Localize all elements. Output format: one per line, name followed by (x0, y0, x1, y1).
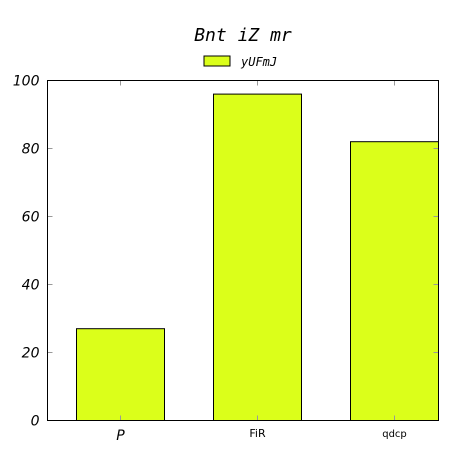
bars-layer (76, 93, 439, 422)
legend-swatch (203, 55, 231, 67)
y-tick-label-1: 20 (22, 346, 40, 362)
bar-0 (76, 328, 165, 422)
legend: yUFmJ (203, 55, 277, 69)
y-tick-label-3: 60 (22, 210, 40, 226)
y-tick-label-0: 0 (31, 414, 40, 430)
y-tick-label-4: 80 (22, 142, 40, 158)
x-tick-label-2: qdcp (382, 429, 407, 440)
legend-label: yUFmJ (240, 55, 277, 69)
y-tick-label-5: 100 (13, 74, 40, 90)
chart-title: Bnt iZ mr (194, 25, 292, 46)
bar-1 (213, 93, 302, 421)
plot-frame (47, 80, 439, 421)
x-tick-label-1: FiR (249, 427, 266, 440)
ticks-layer: P FiR qdcp 0 20 40 60 80 100 (13, 74, 439, 444)
bar-2 (350, 141, 439, 421)
y-tick-label-2: 40 (22, 278, 40, 294)
x-tick-label-0: P (116, 428, 125, 444)
